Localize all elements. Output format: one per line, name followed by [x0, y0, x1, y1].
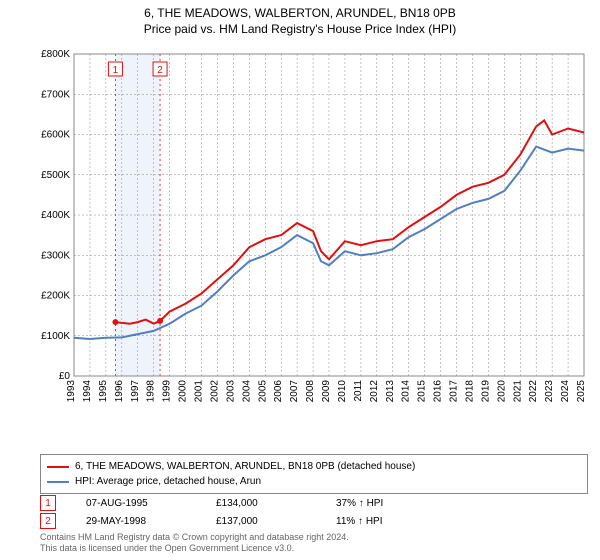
svg-text:2015: 2015 — [417, 380, 428, 403]
svg-text:2003: 2003 — [225, 380, 236, 403]
svg-text:2013: 2013 — [385, 380, 396, 403]
svg-text:2014: 2014 — [401, 380, 412, 403]
svg-text:£600K: £600K — [41, 130, 70, 141]
svg-text:2017: 2017 — [449, 380, 460, 403]
svg-text:2018: 2018 — [464, 380, 475, 403]
svg-text:2024: 2024 — [560, 380, 571, 403]
svg-text:£500K: £500K — [41, 170, 70, 181]
svg-text:1: 1 — [113, 65, 119, 76]
svg-text:2004: 2004 — [241, 380, 252, 403]
chart-container: 6, THE MEADOWS, WALBERTON, ARUNDEL, BN18… — [0, 0, 600, 560]
svg-text:1995: 1995 — [98, 380, 109, 403]
sale-diff-1: 37% ↑ HPI — [336, 498, 436, 509]
sale-date-2: 29-MAY-1998 — [86, 516, 216, 527]
svg-text:2000: 2000 — [178, 380, 189, 403]
line-chart: £0£100K£200K£300K£400K£500K£600K£700K£80… — [40, 48, 588, 418]
chart-area: £0£100K£200K£300K£400K£500K£600K£700K£80… — [40, 48, 588, 418]
legend-swatch-2 — [47, 481, 69, 483]
footnote-line2: This data is licensed under the Open Gov… — [40, 543, 349, 554]
svg-text:1996: 1996 — [114, 380, 125, 403]
sale-row-2: 2 29-MAY-1998 £137,000 11% ↑ HPI — [40, 512, 436, 530]
legend-swatch-1 — [47, 466, 69, 468]
svg-text:2011: 2011 — [353, 380, 364, 402]
svg-text:1993: 1993 — [66, 380, 77, 403]
legend-item-2: HPI: Average price, detached house, Arun — [47, 474, 581, 489]
sale-price-2: £137,000 — [216, 516, 336, 527]
svg-text:2019: 2019 — [480, 380, 491, 403]
svg-text:2: 2 — [157, 65, 163, 76]
sale-diff-2: 11% ↑ HPI — [336, 516, 436, 527]
svg-text:2016: 2016 — [433, 380, 444, 403]
sales-table: 1 07-AUG-1995 £134,000 37% ↑ HPI 2 29-MA… — [40, 494, 436, 530]
title-line1: 6, THE MEADOWS, WALBERTON, ARUNDEL, BN18… — [0, 6, 600, 22]
svg-text:1998: 1998 — [146, 380, 157, 403]
sale-marker-2: 2 — [40, 513, 56, 529]
svg-text:2020: 2020 — [496, 380, 507, 403]
title-line2: Price paid vs. HM Land Registry's House … — [0, 22, 600, 38]
chart-title: 6, THE MEADOWS, WALBERTON, ARUNDEL, BN18… — [0, 0, 600, 37]
svg-text:2007: 2007 — [289, 380, 300, 403]
svg-text:£700K: £700K — [41, 89, 70, 100]
svg-text:2021: 2021 — [512, 380, 523, 403]
svg-text:2008: 2008 — [305, 380, 316, 403]
svg-text:2022: 2022 — [528, 380, 539, 403]
legend: 6, THE MEADOWS, WALBERTON, ARUNDEL, BN18… — [40, 454, 588, 494]
sale-row-1: 1 07-AUG-1995 £134,000 37% ↑ HPI — [40, 494, 436, 512]
svg-text:2012: 2012 — [369, 380, 380, 403]
svg-text:2009: 2009 — [321, 380, 332, 403]
svg-text:2025: 2025 — [576, 380, 587, 403]
sale-price-1: £134,000 — [216, 498, 336, 509]
footnote-line1: Contains HM Land Registry data © Crown c… — [40, 532, 349, 543]
svg-text:1999: 1999 — [162, 380, 173, 403]
footnote: Contains HM Land Registry data © Crown c… — [40, 532, 349, 554]
svg-text:1994: 1994 — [82, 380, 93, 403]
svg-text:2023: 2023 — [544, 380, 555, 403]
sale-date-1: 07-AUG-1995 — [86, 498, 216, 509]
svg-text:£100K: £100K — [41, 331, 70, 342]
legend-label-2: HPI: Average price, detached house, Arun — [75, 474, 261, 489]
svg-text:2005: 2005 — [257, 380, 268, 403]
legend-item-1: 6, THE MEADOWS, WALBERTON, ARUNDEL, BN18… — [47, 459, 581, 474]
svg-text:2010: 2010 — [337, 380, 348, 403]
svg-text:2006: 2006 — [273, 380, 284, 403]
svg-text:£200K: £200K — [41, 291, 70, 302]
svg-text:2002: 2002 — [209, 380, 220, 403]
svg-text:£300K: £300K — [41, 250, 70, 261]
svg-text:1997: 1997 — [130, 380, 141, 403]
svg-text:2001: 2001 — [194, 380, 205, 403]
svg-text:£400K: £400K — [41, 210, 70, 221]
svg-text:£800K: £800K — [41, 49, 70, 60]
legend-label-1: 6, THE MEADOWS, WALBERTON, ARUNDEL, BN18… — [75, 459, 415, 474]
sale-marker-1: 1 — [40, 495, 56, 511]
